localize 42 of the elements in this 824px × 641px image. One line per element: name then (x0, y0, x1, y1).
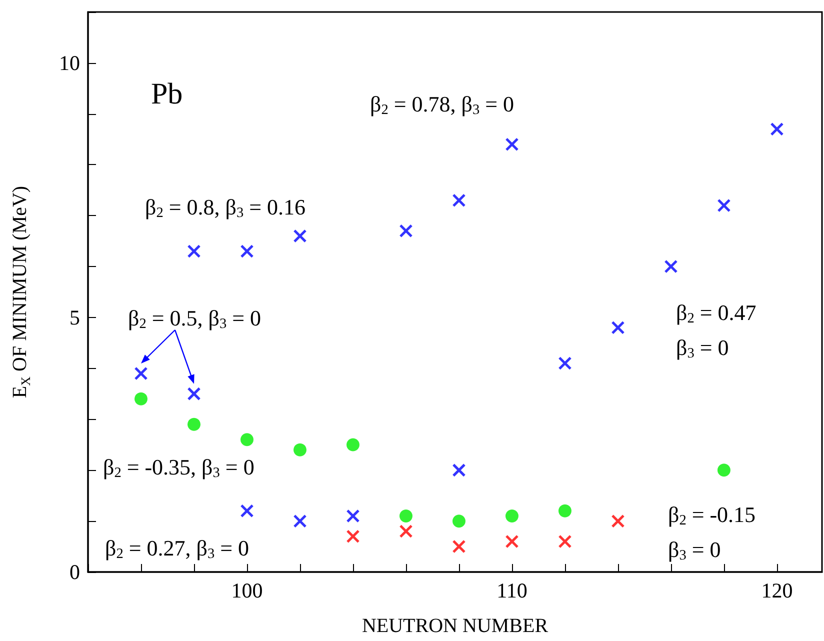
point (452, 514, 466, 528)
y-tick-label: 0 (70, 560, 80, 584)
point (240, 504, 254, 518)
point (346, 438, 360, 452)
y-tick-label: 10 (59, 50, 80, 75)
point (187, 244, 201, 258)
point (717, 464, 730, 477)
point (240, 433, 254, 446)
point (505, 534, 519, 548)
point (770, 122, 784, 136)
point (293, 229, 307, 243)
point (717, 198, 731, 212)
point (346, 530, 360, 544)
point (558, 356, 572, 370)
point (664, 260, 678, 274)
point (505, 138, 519, 152)
x-tick-label: 100 (231, 578, 263, 602)
point (188, 418, 200, 431)
point (399, 524, 413, 538)
x-axis-title: NEUTRON NUMBER (362, 615, 549, 637)
x-tick-label: 110 (496, 578, 528, 602)
point (293, 514, 307, 528)
point (187, 387, 201, 401)
point (399, 224, 413, 238)
y-axis-title: EX OF MINIMUM (MeV) (9, 186, 33, 398)
point (452, 463, 466, 477)
x-tick-label: 120 (761, 578, 793, 602)
point (505, 510, 518, 522)
point (240, 244, 254, 258)
point (452, 540, 466, 554)
point (134, 366, 148, 380)
point (558, 534, 572, 548)
y-tick-label: 5 (70, 305, 80, 330)
point (399, 510, 412, 522)
point (134, 392, 148, 406)
point (611, 320, 625, 334)
text: Pb (151, 78, 183, 110)
point (452, 194, 466, 208)
point (346, 509, 360, 523)
point (611, 514, 625, 528)
point (294, 443, 306, 456)
point (558, 504, 572, 518)
